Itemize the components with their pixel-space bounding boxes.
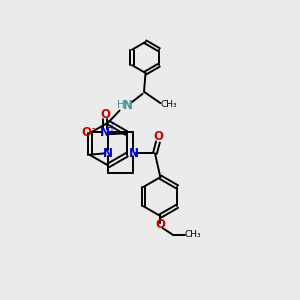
Text: CH₃: CH₃ (184, 230, 201, 239)
Text: O: O (154, 130, 164, 143)
Text: O: O (155, 218, 165, 232)
Text: H: H (117, 100, 124, 110)
Text: N: N (100, 126, 110, 139)
Text: N: N (103, 147, 113, 160)
Text: -: - (92, 123, 95, 133)
Text: CH₃: CH₃ (160, 100, 177, 109)
Text: N: N (128, 147, 139, 160)
Text: O: O (82, 126, 92, 139)
Text: +: + (107, 123, 115, 133)
Text: O: O (100, 108, 110, 121)
Text: N: N (123, 99, 133, 112)
